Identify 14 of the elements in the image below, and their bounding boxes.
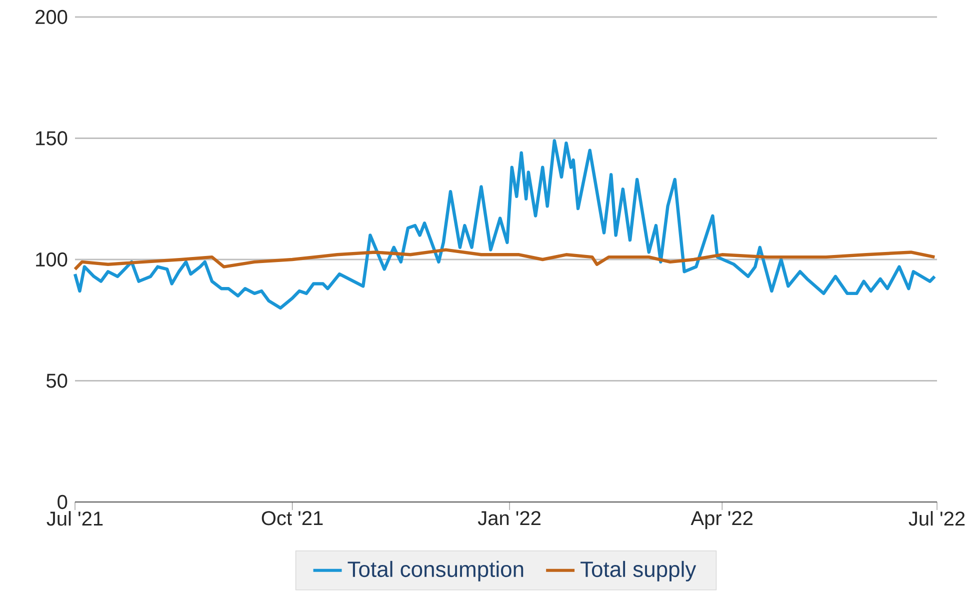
x-tick-label: Apr '22	[690, 511, 752, 530]
y-tick-label: 0	[58, 494, 68, 510]
line-series	[73, 248, 936, 271]
y-tick-label: 200	[36, 10, 68, 24]
line-series	[73, 139, 936, 310]
y-tick-label: 150	[36, 131, 68, 146]
legend-label: Total supply	[580, 560, 696, 582]
x-tick-label: Jul '22	[908, 511, 965, 526]
x-tick-label: Oct '21	[262, 511, 323, 526]
legend-label: Total consumption	[348, 560, 524, 582]
y-tick-label: 50	[46, 374, 68, 388]
y-tick-label: 100	[36, 252, 68, 267]
x-tick-label: Jul '21	[46, 511, 103, 526]
x-tick-label: Jan '22	[478, 511, 540, 526]
